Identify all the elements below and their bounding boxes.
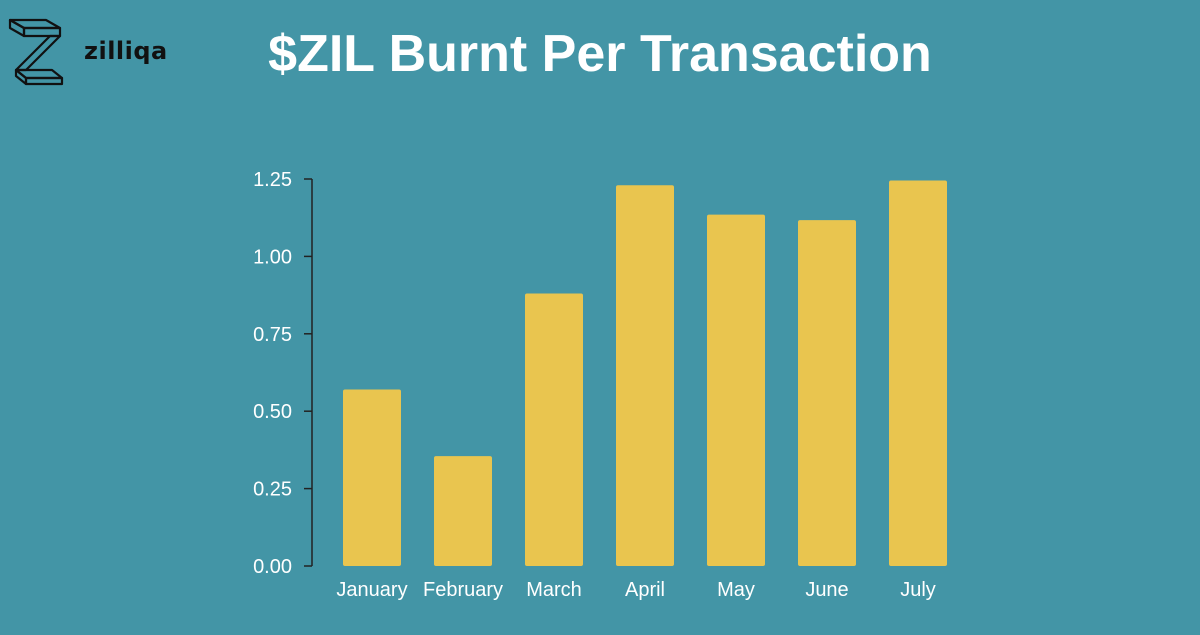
x-tick-label: January: [336, 579, 407, 601]
logo-text: zilliqa: [84, 37, 168, 65]
x-tick-label: July: [900, 579, 936, 601]
y-tick-label: 0.25: [253, 479, 292, 501]
bars-group: [343, 180, 947, 566]
y-axis: 0.00 0.25 0.50 0.75 1.00 1.25: [253, 169, 313, 578]
x-axis-labels: January February March April May June July: [336, 579, 935, 601]
bar-july: [889, 180, 947, 566]
x-tick-label: May: [717, 579, 755, 601]
bar-january: [343, 389, 401, 566]
y-tick-label: 1.00: [253, 246, 292, 268]
brand-logo: zilliqa: [6, 14, 168, 88]
y-tick-label: 0.75: [253, 324, 292, 346]
y-tick-label: 1.25: [253, 169, 292, 191]
bar-february: [434, 456, 492, 566]
bar-may: [707, 214, 765, 566]
bar-april: [616, 185, 674, 566]
bar-june: [798, 220, 856, 566]
x-tick-label: June: [805, 579, 848, 601]
zilliqa-logo-icon: [8, 18, 64, 86]
bar-march: [525, 293, 583, 566]
x-tick-label: April: [625, 579, 665, 601]
x-tick-label: February: [423, 579, 503, 601]
y-tick-label: 0.00: [253, 556, 292, 578]
chart-title: $ZIL Burnt Per Transaction: [268, 25, 932, 83]
y-tick-label: 0.50: [253, 401, 292, 423]
x-tick-label: March: [526, 579, 582, 601]
